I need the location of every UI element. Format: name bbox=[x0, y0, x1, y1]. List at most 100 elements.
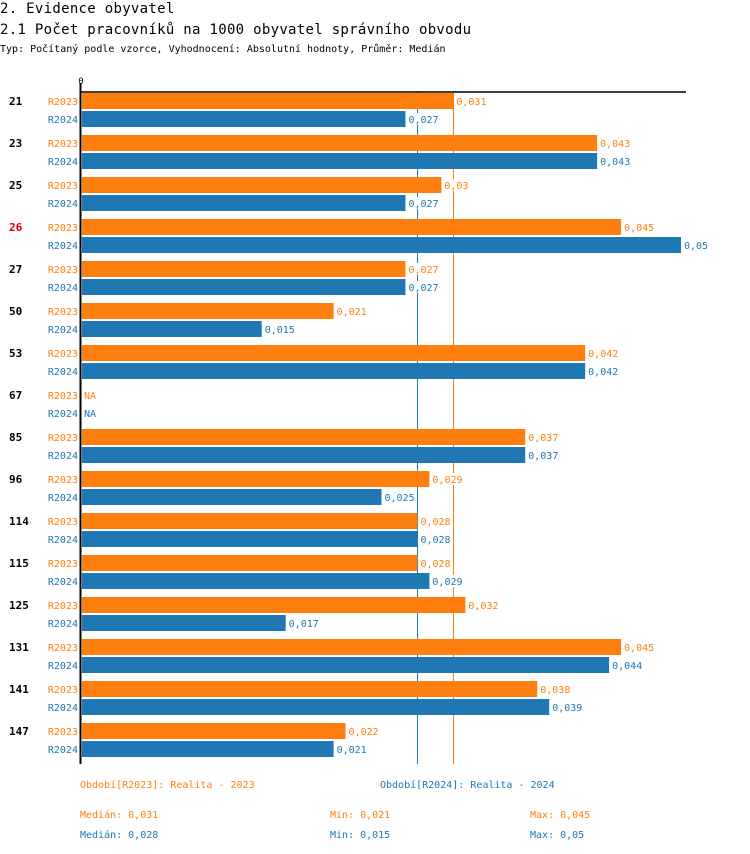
series-label-r2023: R2023 bbox=[48, 643, 78, 654]
value-label-r2023: 0,045 bbox=[624, 643, 654, 654]
value-label-r2023: 0,037 bbox=[528, 433, 558, 444]
value-label-bg bbox=[623, 221, 657, 233]
bar-r2023 bbox=[82, 429, 526, 445]
bar-r2024 bbox=[82, 363, 586, 379]
value-label-r2024: 0,025 bbox=[385, 493, 415, 504]
category-label: 96 bbox=[9, 473, 23, 486]
series-label-r2024: R2024 bbox=[48, 325, 78, 336]
value-label-r2023: 0,032 bbox=[468, 601, 498, 612]
value-label-r2024: 0,039 bbox=[552, 703, 582, 714]
bar-r2023 bbox=[82, 261, 406, 277]
bar-r2023 bbox=[82, 93, 454, 109]
value-label-r2023: 0,038 bbox=[540, 685, 570, 696]
value-label-r2024: 0,015 bbox=[265, 325, 295, 336]
series-label-r2024: R2024 bbox=[48, 619, 78, 630]
bar-r2024 bbox=[82, 195, 406, 211]
value-label-bg bbox=[683, 239, 710, 251]
bar-r2024 bbox=[82, 573, 430, 589]
category-label: 67 bbox=[9, 389, 22, 402]
series-label-r2023: R2023 bbox=[48, 685, 78, 696]
category-label: 114 bbox=[9, 515, 29, 528]
stat-max-2023: Max: 0,045 bbox=[530, 810, 591, 821]
bar-r2023 bbox=[82, 345, 586, 361]
value-label-bg bbox=[599, 155, 633, 167]
bar-r2024 bbox=[82, 699, 550, 715]
value-label-r2023: 0,045 bbox=[624, 223, 654, 234]
bar-r2024 bbox=[82, 447, 526, 463]
bar-r2023 bbox=[82, 513, 418, 529]
series-label-r2023: R2023 bbox=[48, 223, 78, 234]
value-label-r2024: 0,044 bbox=[612, 661, 642, 672]
value-label-bg bbox=[335, 305, 369, 317]
bar-r2023 bbox=[82, 471, 430, 487]
series-label-r2023: R2023 bbox=[48, 517, 78, 528]
value-label-bg bbox=[263, 323, 297, 335]
value-label-bg bbox=[83, 407, 98, 419]
series-label-r2024: R2024 bbox=[48, 367, 78, 378]
series-label-r2023: R2023 bbox=[48, 391, 78, 402]
series-label-r2024: R2024 bbox=[48, 283, 78, 294]
value-label-r2023: 0,028 bbox=[420, 517, 450, 528]
series-label-r2024: R2024 bbox=[48, 409, 78, 420]
bar-r2023 bbox=[82, 555, 418, 571]
category-label: 26 bbox=[9, 221, 23, 234]
legend-series-2024: Období[R2024]: Realita - 2024 bbox=[380, 780, 555, 791]
category-label: 147 bbox=[9, 725, 29, 738]
value-label-r2024: 0,042 bbox=[588, 367, 618, 378]
value-label-r2024: 0,027 bbox=[408, 115, 438, 126]
category-label: 125 bbox=[9, 599, 29, 612]
series-label-r2024: R2024 bbox=[48, 115, 78, 126]
series-label-r2023: R2023 bbox=[48, 727, 78, 738]
value-label-r2023: 0,043 bbox=[600, 139, 630, 150]
bar-r2024 bbox=[82, 741, 334, 757]
value-label-bg bbox=[443, 179, 471, 191]
series-label-r2023: R2023 bbox=[48, 349, 78, 360]
value-label-r2023: 0,031 bbox=[456, 97, 486, 108]
series-label-r2024: R2024 bbox=[48, 241, 78, 252]
stat-min-2024: Min: 0,015 bbox=[330, 830, 391, 841]
series-label-r2024: R2024 bbox=[48, 661, 78, 672]
bar-r2023 bbox=[82, 219, 622, 235]
series-label-r2023: R2023 bbox=[48, 265, 78, 276]
value-label-r2024: NA bbox=[84, 409, 96, 420]
value-label-bg bbox=[419, 557, 453, 569]
value-label-bg bbox=[623, 641, 657, 653]
value-label-r2024: 0,043 bbox=[600, 157, 630, 168]
value-label-bg bbox=[611, 659, 645, 671]
series-label-r2023: R2023 bbox=[48, 475, 78, 486]
value-label-r2024: 0,021 bbox=[337, 745, 367, 756]
series-label-r2023: R2023 bbox=[48, 139, 78, 150]
value-label-bg bbox=[419, 533, 453, 545]
bar-r2023 bbox=[82, 681, 538, 697]
value-label-r2024: 0,028 bbox=[420, 535, 450, 546]
value-label-bg bbox=[287, 617, 321, 629]
chart-title: 2.1 Počet pracovníků na 1000 obyvatel sp… bbox=[0, 22, 472, 38]
series-label-r2024: R2024 bbox=[48, 745, 78, 756]
bar-r2024 bbox=[82, 615, 286, 631]
bar-r2023 bbox=[82, 723, 346, 739]
value-label-bg bbox=[539, 683, 573, 695]
value-label-r2023: 0,03 bbox=[444, 181, 468, 192]
category-label: 131 bbox=[9, 641, 29, 654]
stat-median-2024: Medián: 0,028 bbox=[80, 830, 159, 841]
series-label-r2023: R2023 bbox=[48, 433, 78, 444]
series-label-r2023: R2023 bbox=[48, 97, 78, 108]
value-label-r2023: 0,042 bbox=[588, 349, 618, 360]
bar-r2023 bbox=[82, 135, 598, 151]
value-label-r2024: 0,017 bbox=[289, 619, 319, 630]
category-label: 50 bbox=[9, 305, 22, 318]
value-label-r2023: 0,021 bbox=[337, 307, 367, 318]
chart-subtitle: Typ: Počítaný podle vzorce, Vyhodnocení:… bbox=[0, 44, 446, 55]
value-label-bg bbox=[431, 473, 465, 485]
value-label-bg bbox=[407, 281, 441, 293]
value-label-r2023: 0,027 bbox=[408, 265, 438, 276]
value-label-bg bbox=[587, 347, 621, 359]
value-label-bg bbox=[383, 491, 417, 503]
value-label-bg bbox=[467, 599, 501, 611]
value-label-r2023: 0,022 bbox=[349, 727, 379, 738]
legend-series-2023: Období[R2023]: Realita - 2023 bbox=[80, 780, 255, 791]
category-label: 141 bbox=[9, 683, 29, 696]
bar-r2024 bbox=[82, 321, 262, 337]
value-label-bg bbox=[419, 515, 453, 527]
